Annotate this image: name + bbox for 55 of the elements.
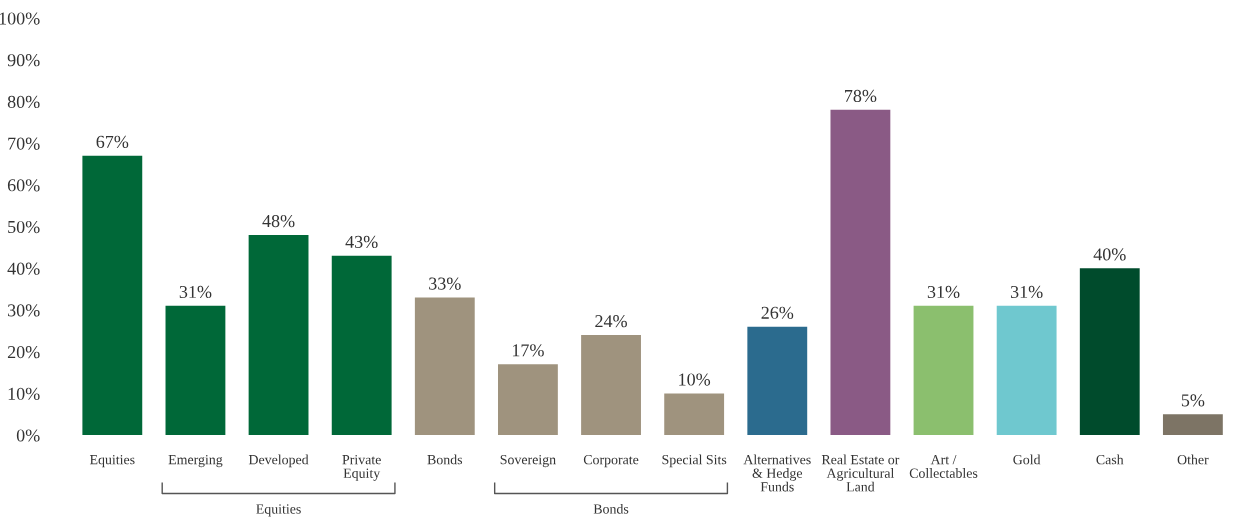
- data-label: 17%: [512, 344, 544, 357]
- bar: [1162, 414, 1223, 436]
- y-tick-label: 60%: [7, 179, 40, 192]
- x-tick-label: Cash: [1096, 454, 1124, 465]
- text: Equities: [256, 504, 301, 517]
- bar: [830, 109, 891, 436]
- bar: [331, 255, 392, 436]
- y-tick-label: 40%: [7, 262, 40, 275]
- bar: [996, 305, 1057, 436]
- x-tick-label: Equities: [89, 455, 135, 468]
- bar: [1079, 268, 1140, 436]
- x-tick-label: Private Equity: [342, 455, 381, 481]
- data-label: 31%: [179, 285, 212, 299]
- x-tick-label: Real Estate or Agricultural Land: [821, 454, 900, 492]
- data-label: 43%: [345, 235, 378, 249]
- bar: [248, 234, 309, 436]
- y-tick-label: 0%: [16, 429, 40, 442]
- data-label: 48%: [262, 214, 295, 228]
- data-label: 10%: [679, 373, 711, 386]
- data-label: 24%: [595, 315, 627, 328]
- x-tick-label: Alternatives & Hedge Funds: [743, 454, 811, 492]
- data-label: 31%: [1010, 285, 1043, 299]
- data-label: 67%: [96, 135, 129, 148]
- data-label: 5%: [1181, 394, 1205, 407]
- x-tick-label: Art / Collectables: [909, 455, 978, 478]
- x-tick-label: Emerging: [168, 454, 223, 468]
- bar: [913, 305, 974, 436]
- x-tick-label: Bonds: [427, 454, 463, 465]
- data-label: 31%: [927, 285, 960, 299]
- y-tick-label: 30%: [8, 304, 40, 317]
- x-tick-label: Special Sits: [662, 454, 727, 468]
- y-tick-label: 10%: [8, 387, 40, 400]
- x-tick-label: Developed: [248, 454, 309, 468]
- bar: [165, 305, 226, 436]
- data-label: 26%: [761, 306, 794, 319]
- y-tick-label: 100%: [0, 12, 40, 25]
- bar: [747, 326, 808, 436]
- bar: [82, 155, 143, 436]
- x-tick-label: Corporate: [583, 455, 639, 468]
- data-label: 33%: [429, 277, 461, 290]
- text: Bonds: [593, 503, 629, 514]
- bar: [664, 393, 725, 436]
- y-tick-label: 80%: [7, 95, 40, 109]
- x-tick-label: Gold: [1013, 454, 1041, 465]
- y-tick-label: 20%: [7, 345, 40, 359]
- y-tick-label: 50%: [8, 220, 40, 234]
- y-tick-label: 90%: [7, 54, 40, 67]
- y-tick-label: 70%: [8, 137, 40, 150]
- data-label: 78%: [845, 89, 877, 103]
- bar: [498, 364, 558, 436]
- x-tick-label: Sovereign: [500, 454, 556, 468]
- data-label: 40%: [1093, 248, 1126, 261]
- bar: [414, 297, 475, 436]
- bar: [581, 335, 641, 436]
- x-tick-label: Other: [1177, 454, 1209, 465]
